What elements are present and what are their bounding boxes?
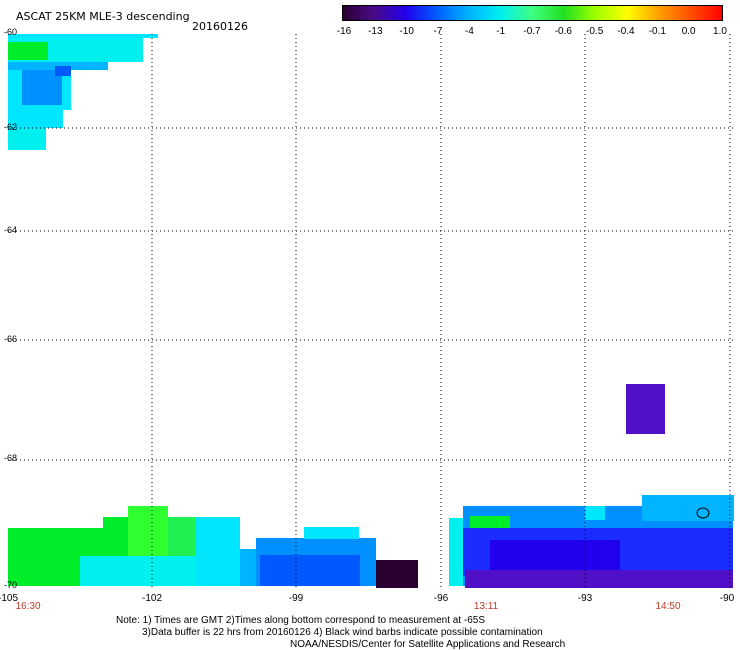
lon-label: -99 xyxy=(288,593,304,604)
wind-cell xyxy=(8,42,48,60)
time-label: 14:50 xyxy=(655,601,681,612)
lat-label: -64 xyxy=(4,225,18,235)
wind-cell xyxy=(470,516,510,528)
colorbar-label: -10 xyxy=(399,26,414,37)
time-label: 16:30 xyxy=(15,601,41,612)
wind-cell xyxy=(8,128,46,150)
wind-cell xyxy=(585,506,605,520)
wind-cell xyxy=(490,540,620,570)
wind-cell xyxy=(195,517,240,586)
colorbar-label: -7 xyxy=(433,26,443,37)
graticule xyxy=(8,34,733,588)
wind-data-swaths xyxy=(8,34,734,588)
colorbar-label: -0.6 xyxy=(554,26,572,37)
note-line-1: Note: 1) Times are GMT 2)Times along bot… xyxy=(116,615,486,626)
lon-label: -90 xyxy=(719,593,735,604)
colorbar-label: -13 xyxy=(368,26,383,37)
colorbar-label: 1.0 xyxy=(713,26,727,37)
wind-cell xyxy=(240,549,256,586)
lat-label: -70 xyxy=(4,580,18,590)
colorbar-label: -0.7 xyxy=(523,26,541,37)
wind-cell xyxy=(465,570,733,588)
note-line-3: NOAA/NESDIS/Center for Satellite Applica… xyxy=(290,639,566,650)
chart-title: ASCAT 25KM MLE-3 descending xyxy=(16,10,190,23)
wind-cell xyxy=(626,384,665,434)
note-line-2: 3)Data buffer is 22 hrs from 20160126 4)… xyxy=(142,627,543,638)
colorbar-label: -4 xyxy=(464,26,474,37)
lon-label: -93 xyxy=(577,593,593,604)
wind-cell xyxy=(8,110,63,128)
lon-label: -102 xyxy=(141,593,163,604)
wind-cell xyxy=(55,66,71,76)
colorbar-label: -0.4 xyxy=(617,26,635,37)
lat-label: -60 xyxy=(4,27,18,37)
wind-barb-marker xyxy=(696,507,710,519)
wind-cell xyxy=(260,555,360,586)
time-label: 13:11 xyxy=(473,601,499,612)
lat-label: -68 xyxy=(4,453,18,463)
lon-label: -96 xyxy=(433,593,449,604)
colorbar-label: -0.5 xyxy=(586,26,604,37)
lat-label: -66 xyxy=(4,334,18,344)
colorbar-label: -0.1 xyxy=(648,26,666,37)
wind-cell xyxy=(642,495,734,521)
chart-date: 20160126 xyxy=(192,20,248,33)
wind-cell xyxy=(304,527,359,539)
lon-label: -105 xyxy=(0,593,19,604)
colorbar-label: 0.0 xyxy=(681,26,696,37)
colorbar-label: -1 xyxy=(496,26,506,37)
colorbar xyxy=(342,5,723,21)
wind-cell xyxy=(376,560,418,588)
lat-label: -62 xyxy=(4,122,18,132)
wind-cell xyxy=(8,34,158,38)
colorbar-label: -16 xyxy=(336,26,352,37)
colorbar-labels: -16 -13 -10 -7 -4 -1 -0.7 -0.6 -0.5 -0.4 -0.1 0.0 1.… xyxy=(330,26,735,38)
